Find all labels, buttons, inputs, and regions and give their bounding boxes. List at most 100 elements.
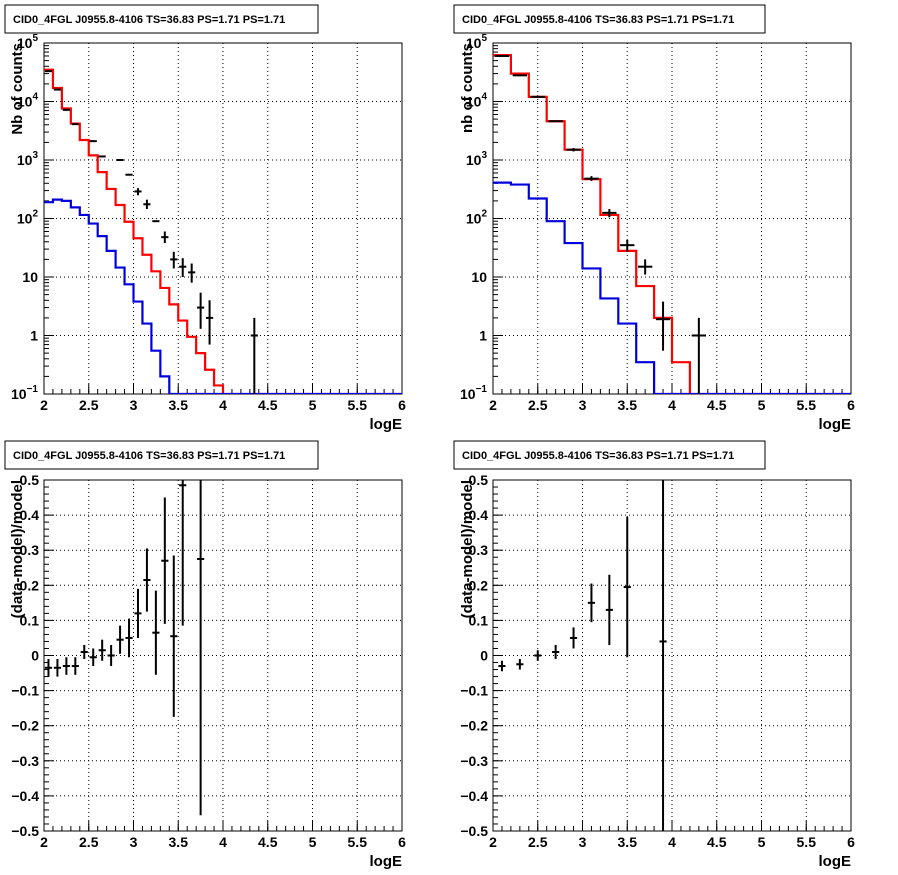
y-tick-label: 1 xyxy=(479,328,487,344)
data-point xyxy=(197,292,205,329)
data-point xyxy=(659,480,667,831)
x-tick-label: 4 xyxy=(219,397,227,413)
data-point xyxy=(53,88,62,91)
x-tick-label: 2 xyxy=(40,834,48,850)
x-tick-label: 2.5 xyxy=(79,397,99,413)
data-point xyxy=(62,657,70,675)
x-tick-label: 6 xyxy=(398,834,406,850)
data-point xyxy=(125,618,133,658)
source-model-histogram xyxy=(493,181,851,394)
y-tick-label: 0.5 xyxy=(469,472,489,488)
x-tick-label: 6 xyxy=(398,397,406,413)
data-point xyxy=(605,574,613,645)
data-point xyxy=(89,140,97,143)
data-point xyxy=(552,644,560,660)
y-tick-label: −0.3 xyxy=(11,753,39,769)
y-tick-label: −0.1 xyxy=(11,683,39,699)
panel-title-box xyxy=(453,440,766,470)
x-axis-title: logE xyxy=(819,416,852,433)
x-tick-label: 4 xyxy=(219,834,227,850)
y-tick-label: 0.3 xyxy=(20,542,40,558)
data-point xyxy=(179,480,187,626)
data-point xyxy=(250,317,258,394)
x-axis-title: logE xyxy=(819,853,852,870)
data-point xyxy=(116,625,124,654)
x-tick-label: 3.5 xyxy=(618,834,638,850)
x-tick-label: 2 xyxy=(489,834,497,850)
data-point xyxy=(80,644,88,660)
data-point xyxy=(161,497,169,624)
x-tick-label: 5.5 xyxy=(797,397,817,413)
x-tick-label: 3 xyxy=(130,834,138,850)
x-tick-label: 4.5 xyxy=(258,397,278,413)
panel-title: CID0_4FGL J0955.8-4106 TS=36.83 PS=1.71 … xyxy=(13,450,285,462)
data-point xyxy=(62,108,70,111)
y-tick-label: 10 xyxy=(22,269,38,285)
panel-title-box xyxy=(4,440,319,470)
panel-title: CID0_4FGL J0955.8-4106 TS=36.83 PS=1.71 … xyxy=(462,450,734,462)
y-axis-title: (data-model)/model xyxy=(459,480,476,618)
y-tick-label: 10 xyxy=(471,269,487,285)
x-tick-label: 4 xyxy=(668,834,676,850)
data-point xyxy=(534,650,542,661)
y-tick-label: 0.5 xyxy=(20,472,40,488)
x-axis-title: logE xyxy=(370,416,403,433)
x-tick-label: 2 xyxy=(489,397,497,413)
panel-title: CID0_4FGL J0955.8-4106 TS=36.83 PS=1.71 … xyxy=(462,14,734,26)
x-tick-label: 4 xyxy=(668,397,676,413)
data-point xyxy=(143,199,151,210)
y-tick-label: 0.1 xyxy=(469,612,489,628)
y-tick-label: 1 xyxy=(30,328,38,344)
data-point xyxy=(44,70,53,73)
total-model-histogram xyxy=(493,54,691,394)
x-tick-label: 3 xyxy=(579,834,587,850)
y-tick-label: 0.1 xyxy=(20,612,40,628)
x-tick-label: 5 xyxy=(758,834,766,850)
data-point xyxy=(170,555,178,717)
x-tick-label: 3.5 xyxy=(618,397,638,413)
data-point xyxy=(116,159,124,161)
y-tick-label: −0.1 xyxy=(460,683,488,699)
panel-title: CID0_4FGL J0955.8-4106 TS=36.83 PS=1.71 … xyxy=(13,14,285,26)
y-tick-label: 0.4 xyxy=(20,507,40,523)
x-tick-label: 3 xyxy=(130,397,138,413)
data-point xyxy=(205,300,214,345)
data-point xyxy=(566,148,581,152)
data-point xyxy=(107,644,115,667)
data-point xyxy=(152,220,160,223)
residuals-panel-right: 2 2.5 3 3.5 4 4.5 5 5.5 6 −0.5 −0.4 −0.3 −0.2 −0.1 0 0.… xyxy=(453,440,855,870)
x-tick-label: 6 xyxy=(847,397,855,413)
y-tick-label: −0.2 xyxy=(11,718,39,734)
data-point xyxy=(516,659,524,670)
x-tick-label: 5.5 xyxy=(797,834,817,850)
y-tick-label: 0 xyxy=(31,648,39,664)
x-tick-label: 2.5 xyxy=(79,834,99,850)
data-point xyxy=(587,583,596,623)
y-axis-title: (data-model)/model xyxy=(9,480,26,618)
data-point xyxy=(98,155,106,158)
data-point xyxy=(691,317,707,394)
x-tick-label: 2.5 xyxy=(528,397,548,413)
x-tick-label: 4.5 xyxy=(707,397,727,413)
data-point xyxy=(620,239,635,252)
y-tick-label: 0.4 xyxy=(469,507,489,523)
data-point xyxy=(170,251,178,269)
x-tick-label: 2.5 xyxy=(528,834,548,850)
data-point xyxy=(548,120,563,123)
data-point xyxy=(89,648,97,667)
y-tick-label: 0 xyxy=(480,648,488,664)
y-tick-label: 0.2 xyxy=(20,577,40,593)
y-tick-label: 0.2 xyxy=(469,577,489,593)
data-point xyxy=(161,231,169,244)
x-tick-label: 6 xyxy=(847,834,855,850)
y-tick-label: −0.4 xyxy=(460,788,488,804)
data-point xyxy=(71,657,79,675)
y-axis-title: nb of counts xyxy=(459,43,476,133)
data-point xyxy=(188,263,196,283)
data-point xyxy=(512,74,528,77)
data-point xyxy=(134,188,142,196)
counts-panel-right: 2 2.5 3 3.5 4 4.5 5 5.5 610−1110102103104105logE… xyxy=(453,4,855,433)
counts-panel-left: 2 2.5 3 3.5 4 4.5 5 5.5 610−1110102103104105logE… xyxy=(4,4,406,433)
data-point xyxy=(584,176,599,181)
data-point xyxy=(125,173,133,176)
